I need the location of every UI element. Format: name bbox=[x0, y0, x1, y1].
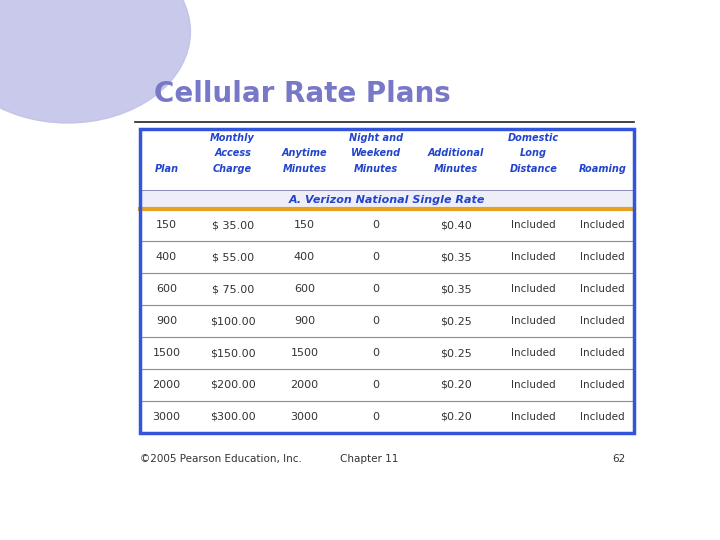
Text: $ 75.00: $ 75.00 bbox=[212, 284, 253, 294]
Text: Included: Included bbox=[511, 412, 556, 422]
Text: Charge: Charge bbox=[213, 164, 252, 174]
Text: $0.25: $0.25 bbox=[440, 316, 472, 326]
Text: $100.00: $100.00 bbox=[210, 316, 256, 326]
Text: Included: Included bbox=[580, 380, 625, 390]
Text: 900: 900 bbox=[156, 316, 177, 326]
Text: Minutes: Minutes bbox=[282, 164, 326, 174]
Text: $0.20: $0.20 bbox=[440, 380, 472, 390]
Text: Included: Included bbox=[580, 220, 625, 231]
Text: Included: Included bbox=[511, 252, 556, 262]
Text: A. Verizon National Single Rate: A. Verizon National Single Rate bbox=[289, 194, 485, 205]
Text: $0.25: $0.25 bbox=[440, 348, 472, 358]
Bar bbox=[140, 337, 634, 369]
Bar bbox=[140, 190, 634, 210]
Text: Distance: Distance bbox=[510, 164, 557, 174]
Text: Additional: Additional bbox=[428, 148, 485, 158]
Text: Minutes: Minutes bbox=[434, 164, 478, 174]
Text: 0: 0 bbox=[372, 412, 379, 422]
Text: Roaming: Roaming bbox=[578, 164, 626, 174]
Text: Included: Included bbox=[511, 316, 556, 326]
Text: 0: 0 bbox=[372, 220, 379, 231]
Text: Included: Included bbox=[511, 220, 556, 231]
Bar bbox=[140, 241, 634, 273]
Text: Cellular Rate Plans: Cellular Rate Plans bbox=[154, 80, 451, 109]
Text: $0.35: $0.35 bbox=[441, 284, 472, 294]
Text: 3000: 3000 bbox=[290, 412, 318, 422]
Text: 900: 900 bbox=[294, 316, 315, 326]
Text: Domestic: Domestic bbox=[508, 133, 559, 143]
Text: Access: Access bbox=[215, 148, 251, 158]
Circle shape bbox=[0, 0, 190, 123]
Bar bbox=[140, 210, 634, 241]
Text: Included: Included bbox=[511, 284, 556, 294]
Text: $200.00: $200.00 bbox=[210, 380, 256, 390]
Text: 0: 0 bbox=[372, 252, 379, 262]
Text: Monthly: Monthly bbox=[210, 133, 255, 143]
Text: 400: 400 bbox=[156, 252, 177, 262]
Text: Included: Included bbox=[580, 412, 625, 422]
Text: $300.00: $300.00 bbox=[210, 412, 256, 422]
Text: Chapter 11: Chapter 11 bbox=[340, 454, 398, 464]
Bar bbox=[140, 129, 634, 190]
Text: Plan: Plan bbox=[154, 164, 179, 174]
Text: 3000: 3000 bbox=[153, 412, 181, 422]
Text: Included: Included bbox=[511, 380, 556, 390]
Text: 0: 0 bbox=[372, 348, 379, 358]
Text: ©2005 Pearson Education, Inc.: ©2005 Pearson Education, Inc. bbox=[140, 454, 302, 464]
Text: 2000: 2000 bbox=[153, 380, 181, 390]
Text: 400: 400 bbox=[294, 252, 315, 262]
Text: $150.00: $150.00 bbox=[210, 348, 256, 358]
Text: $0.35: $0.35 bbox=[441, 252, 472, 262]
Text: 0: 0 bbox=[372, 284, 379, 294]
Text: 600: 600 bbox=[294, 284, 315, 294]
Text: $0.40: $0.40 bbox=[440, 220, 472, 231]
Text: $ 55.00: $ 55.00 bbox=[212, 252, 253, 262]
Text: $ 35.00: $ 35.00 bbox=[212, 220, 253, 231]
Text: Included: Included bbox=[511, 348, 556, 358]
Text: 150: 150 bbox=[294, 220, 315, 231]
Bar bbox=[140, 129, 634, 433]
Text: Anytime: Anytime bbox=[282, 148, 327, 158]
Text: $0.20: $0.20 bbox=[440, 412, 472, 422]
Text: Included: Included bbox=[580, 252, 625, 262]
Text: Included: Included bbox=[580, 348, 625, 358]
Text: Minutes: Minutes bbox=[354, 164, 398, 174]
Bar bbox=[140, 305, 634, 337]
Bar bbox=[140, 369, 634, 401]
Text: 1500: 1500 bbox=[290, 348, 318, 358]
Text: 150: 150 bbox=[156, 220, 177, 231]
Text: 0: 0 bbox=[372, 380, 379, 390]
Text: Night and: Night and bbox=[349, 133, 403, 143]
Text: Weekend: Weekend bbox=[351, 148, 401, 158]
Bar bbox=[140, 401, 634, 433]
Text: 2000: 2000 bbox=[290, 380, 318, 390]
Text: Included: Included bbox=[580, 284, 625, 294]
Text: Included: Included bbox=[580, 316, 625, 326]
Text: 62: 62 bbox=[613, 454, 626, 464]
Text: 1500: 1500 bbox=[153, 348, 181, 358]
Text: 600: 600 bbox=[156, 284, 177, 294]
Text: 0: 0 bbox=[372, 316, 379, 326]
Text: Long: Long bbox=[520, 148, 547, 158]
Bar bbox=[140, 273, 634, 305]
